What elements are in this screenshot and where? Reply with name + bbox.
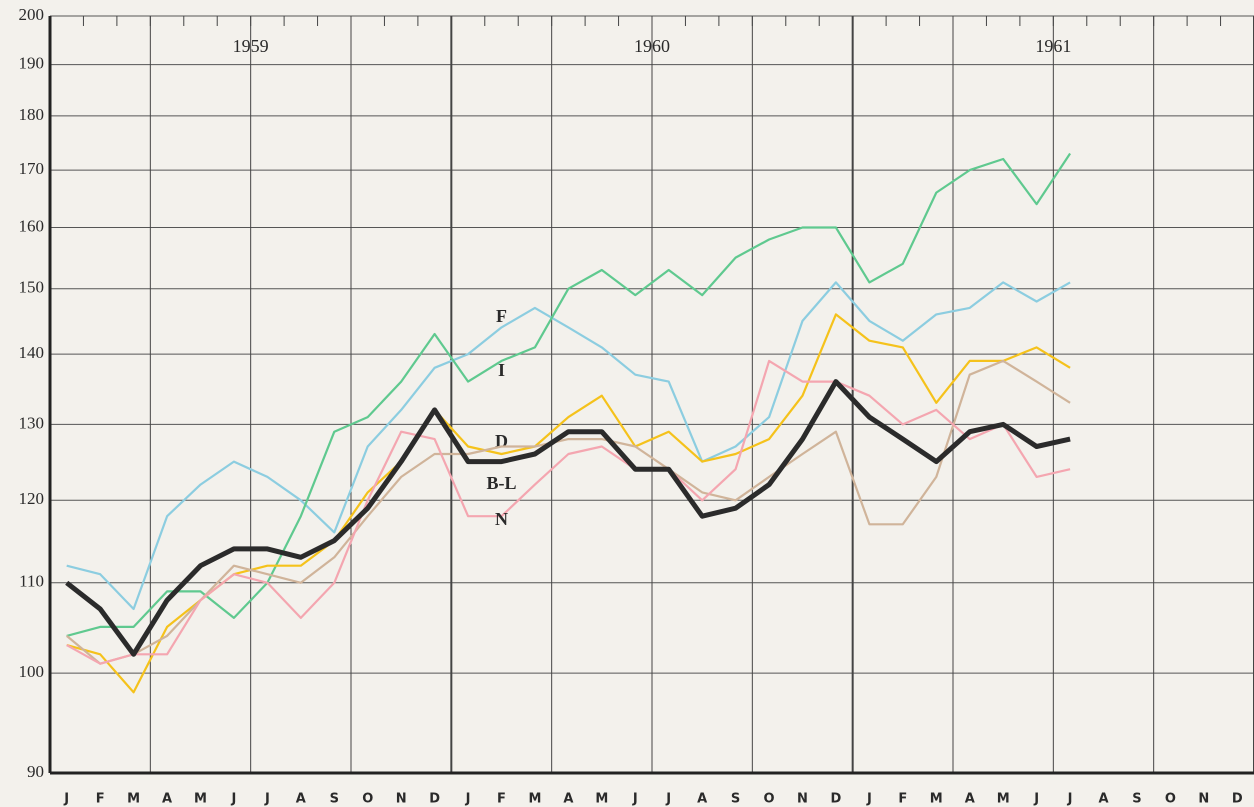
y-tick-label: 120	[19, 489, 45, 508]
series-line	[66, 152, 1072, 637]
x-tick-label: A	[162, 792, 172, 807]
x-tick-label: O	[1165, 792, 1176, 807]
x-tick-label: A	[296, 792, 306, 807]
x-tick-label: J	[63, 792, 69, 807]
x-tick-label: N	[797, 792, 808, 807]
x-tick-label: M	[528, 792, 541, 807]
series-label: I	[498, 360, 505, 380]
x-tick-label: J	[665, 792, 671, 807]
series-line	[65, 379, 1071, 657]
series-line	[66, 359, 1071, 665]
x-tick-label: D	[429, 792, 440, 807]
x-tick-label: A	[1098, 792, 1108, 807]
y-tick-label: 130	[19, 413, 45, 432]
x-tick-label: M	[997, 792, 1010, 807]
x-tick-label: A	[965, 792, 975, 807]
y-tick-label: 150	[19, 278, 45, 297]
group-label: 1959	[233, 36, 269, 56]
x-tick-label: J	[1067, 792, 1073, 807]
x-tick-label: M	[930, 792, 943, 807]
x-tick-label: M	[194, 792, 207, 807]
series-line	[65, 359, 1071, 665]
x-tick-label: N	[1198, 792, 1209, 807]
x-tick-label: D	[1232, 792, 1243, 807]
y-tick-label: 140	[19, 343, 45, 362]
y-tick-label: 100	[19, 662, 45, 681]
y-tick-label: 110	[19, 572, 44, 591]
y-tick-label: 170	[19, 159, 45, 178]
group-label: 1960	[634, 36, 670, 56]
x-tick-label: J	[231, 792, 237, 807]
x-tick-label: M	[595, 792, 608, 807]
x-tick-label: M	[127, 792, 140, 807]
x-tick-label: O	[362, 792, 373, 807]
x-tick-label: A	[563, 792, 573, 807]
series-label: F	[496, 306, 507, 326]
x-tick-label: J	[1033, 792, 1039, 807]
series-label: B-L	[486, 473, 516, 493]
x-tick-label: S	[330, 792, 339, 807]
x-tick-label: J	[632, 792, 638, 807]
y-tick-label: 200	[19, 5, 45, 24]
x-tick-label: F	[96, 792, 105, 807]
series-label: N	[495, 509, 508, 529]
x-tick-label: J	[465, 792, 471, 807]
y-tick-label: 160	[19, 216, 45, 235]
group-label: 1961	[1035, 36, 1071, 56]
series-line	[66, 313, 1071, 694]
x-tick-label: S	[1132, 792, 1141, 807]
x-tick-label: S	[731, 792, 740, 807]
x-tick-label: F	[497, 792, 506, 807]
x-tick-label: J	[866, 792, 872, 807]
y-tick-label: 190	[19, 54, 45, 73]
x-tick-label: J	[264, 792, 270, 807]
x-tick-label: D	[831, 792, 842, 807]
x-tick-label: F	[898, 792, 907, 807]
series-line	[66, 281, 1071, 611]
x-tick-label: N	[396, 792, 407, 807]
y-tick-label: 180	[19, 105, 45, 124]
y-tick-label: 90	[27, 762, 44, 781]
x-tick-label: O	[764, 792, 775, 807]
x-tick-label: A	[697, 792, 707, 807]
